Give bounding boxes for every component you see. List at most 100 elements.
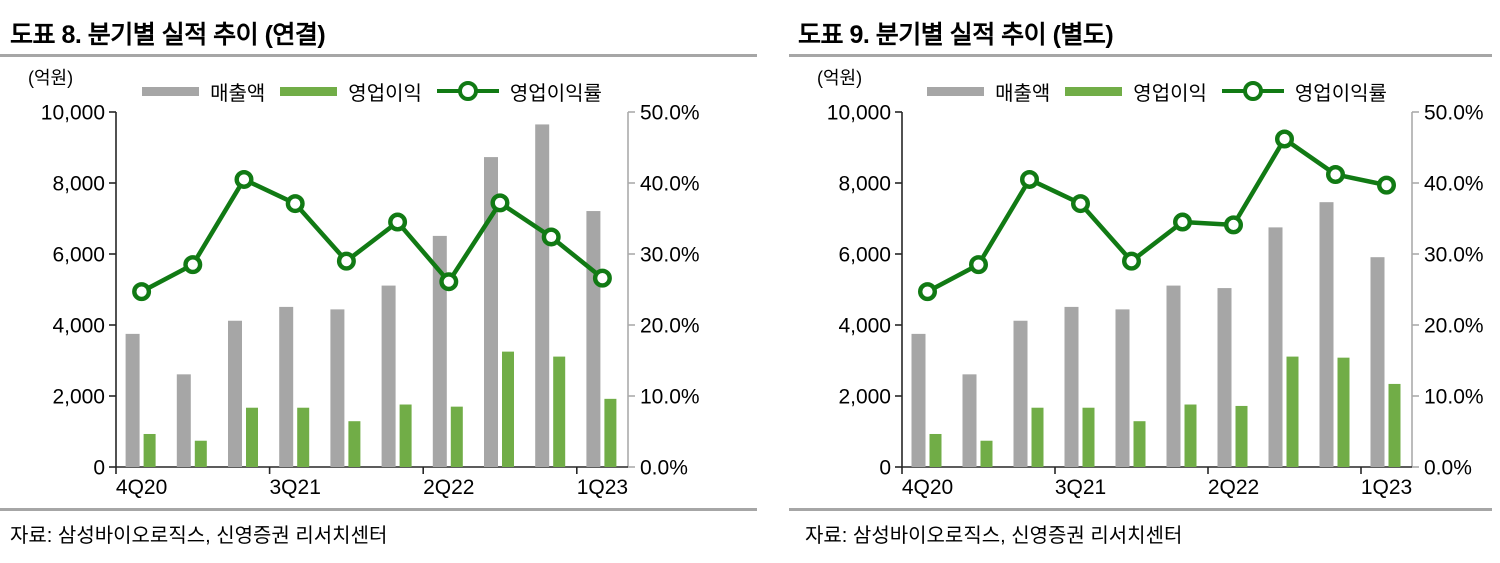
operating-margin-line — [917, 129, 1397, 302]
operating-margin-marker — [183, 255, 203, 275]
revenue-bar — [1268, 227, 1283, 467]
legend-item-operating-margin: 영업이익률 — [436, 77, 602, 106]
right-axis-tick-label: 50.0% — [640, 102, 700, 125]
chart-panel-consolidated: 도표 8. 분기별 실적 추이 (연결) (억원) 매출액 영업이익 영업이익률… — [0, 21, 757, 547]
operating-margin-marker — [1173, 212, 1193, 232]
left-axis-tick-label: 8,000 — [838, 173, 891, 196]
x-axis: 4Q20 3Q21 2Q22 1Q23 — [115, 466, 628, 499]
chart-title: 도표 9. 분기별 실적 추이 (별도) — [798, 21, 1114, 49]
revenue-bar-swatch-icon — [927, 86, 985, 96]
operating-margin-marker — [968, 255, 988, 275]
legend-label-operating-profit: 영업이익 — [1133, 82, 1207, 105]
operating-margin-marker — [541, 227, 561, 247]
combo-chart-plot-consolidated: 0.0% 10.0% 20.0% 30.0% 40.0% 50.0% 0 2,000 4,000… — [41, 102, 700, 500]
operating-margin-marker — [234, 169, 254, 189]
right-axis-tick-label: 10.0% — [640, 386, 700, 409]
operating-profit-bar — [143, 433, 156, 467]
operating-profit-bar — [1184, 404, 1197, 467]
revenue-bar — [1115, 309, 1130, 467]
left-axis-tick-label: 10,000 — [827, 102, 891, 125]
chart-panel-separate: 도표 9. 분기별 실적 추이 (별도) (억원) 매출액 영업이익 영업이익률… — [789, 0, 1492, 563]
revenue-bars — [125, 124, 601, 468]
operating-margin-marker — [336, 251, 356, 271]
revenue-bar — [484, 157, 498, 467]
x-axis-tick-label: 3Q21 — [1055, 476, 1106, 499]
source-text: 자료: 삼성바이오로직스, 신영증권 리서치센터 — [10, 525, 388, 547]
right-axis-tick-label: 20.0% — [1424, 315, 1484, 338]
revenue-bar — [228, 320, 242, 467]
left-axis-tick-label: 10,000 — [41, 102, 105, 125]
operating-profit-bar — [1388, 383, 1401, 467]
revenue-bar — [586, 211, 601, 467]
revenue-bar — [330, 309, 345, 467]
legend-label-revenue: 매출액 — [210, 82, 266, 105]
revenue-bar — [535, 124, 550, 468]
x-axis: 4Q20 3Q21 2Q22 1Q23 — [901, 466, 1412, 499]
operating-profit-bar — [1082, 407, 1095, 467]
operating-margin-marker — [592, 268, 612, 288]
right-axis-tick-label: 10.0% — [1424, 386, 1484, 409]
operating-margin-marker — [132, 282, 152, 302]
operating-margin-line — [132, 169, 612, 302]
legend-label-revenue: 매출액 — [995, 82, 1051, 105]
operating-profit-bars — [929, 356, 1401, 467]
operating-margin-marker — [1326, 164, 1346, 184]
operating-profit-bar-swatch-icon — [1065, 86, 1123, 96]
operating-margin-marker — [1019, 169, 1039, 189]
left-axis-tick-label: 8,000 — [52, 173, 105, 196]
title-rule — [0, 54, 757, 57]
operating-margin-marker — [1071, 194, 1091, 214]
operating-profit-bar — [1235, 405, 1248, 467]
operating-margin-marker — [1224, 215, 1244, 235]
operating-profit-bar — [348, 421, 361, 467]
left-axis-tick-label: 6,000 — [838, 244, 891, 267]
operating-profit-bar — [399, 404, 412, 467]
left-axis: 0 2,000 4,000 6,000 8,000 10,000 — [41, 102, 117, 480]
chart-title: 도표 8. 분기별 실적 추이 (연결) — [10, 21, 326, 49]
revenue-bar — [125, 333, 140, 467]
combo-chart-plot-separate: 0.0% 10.0% 20.0% 30.0% 40.0% 50.0% 0 2,000 4,000… — [827, 102, 1484, 500]
operating-margin-marker — [388, 212, 408, 232]
legend: 매출액 영업이익 영업이익률 — [902, 80, 1412, 105]
revenue-bar — [1370, 257, 1385, 467]
x-axis-tick-label: 1Q23 — [577, 476, 628, 499]
revenue-bar — [1064, 306, 1079, 467]
title-rule — [789, 54, 1492, 57]
operating-margin-marker — [1377, 175, 1397, 195]
revenue-bar-swatch-icon — [142, 86, 200, 96]
operating-margin-marker — [1275, 129, 1295, 149]
operating-margin-marker — [490, 193, 510, 213]
operating-profit-bar — [502, 351, 514, 467]
left-axis-tick-label: 2,000 — [52, 386, 105, 409]
left-axis-tick-label: 4,000 — [52, 315, 105, 338]
operating-margin-line-marker-icon — [1221, 81, 1284, 101]
left-axis-tick-label: 4,000 — [838, 315, 891, 338]
legend-item-revenue: 매출액 — [927, 77, 1050, 106]
revenue-bars — [911, 202, 1385, 468]
x-axis-tick-label: 1Q23 — [1361, 476, 1412, 499]
operating-profit-bar — [980, 440, 993, 467]
revenue-bar — [381, 285, 396, 467]
x-axis-tick-label: 2Q22 — [423, 476, 474, 499]
unit-label: (억원) — [28, 68, 74, 88]
operating-profit-bar — [1286, 356, 1299, 467]
operating-profit-bar — [194, 440, 207, 467]
operating-profit-bars — [143, 351, 617, 467]
right-axis-tick-label: 20.0% — [640, 315, 700, 338]
left-axis-tick-label: 2,000 — [838, 386, 891, 409]
operating-profit-bar — [450, 406, 463, 467]
legend-label-operating-margin: 영업이익률 — [1294, 82, 1387, 105]
revenue-bar — [176, 374, 191, 467]
revenue-bar — [1217, 288, 1232, 467]
legend-item-operating-margin: 영업이익률 — [1221, 77, 1387, 106]
operating-profit-bar — [297, 407, 310, 467]
legend: 매출액 영업이익 영업이익률 — [116, 80, 628, 105]
right-axis-tick-label: 40.0% — [640, 173, 700, 196]
right-axis: 0.0% 10.0% 20.0% 30.0% 40.0% 50.0% — [627, 102, 700, 480]
operating-margin-marker — [285, 194, 305, 214]
right-axis: 0.0% 10.0% 20.0% 30.0% 40.0% 50.0% — [1411, 102, 1484, 480]
operating-profit-bar-swatch-icon — [280, 86, 338, 96]
operating-profit-bar — [929, 433, 942, 467]
x-axis-tick-label: 4Q20 — [902, 476, 953, 499]
left-axis-tick-label: 0 — [93, 457, 105, 480]
